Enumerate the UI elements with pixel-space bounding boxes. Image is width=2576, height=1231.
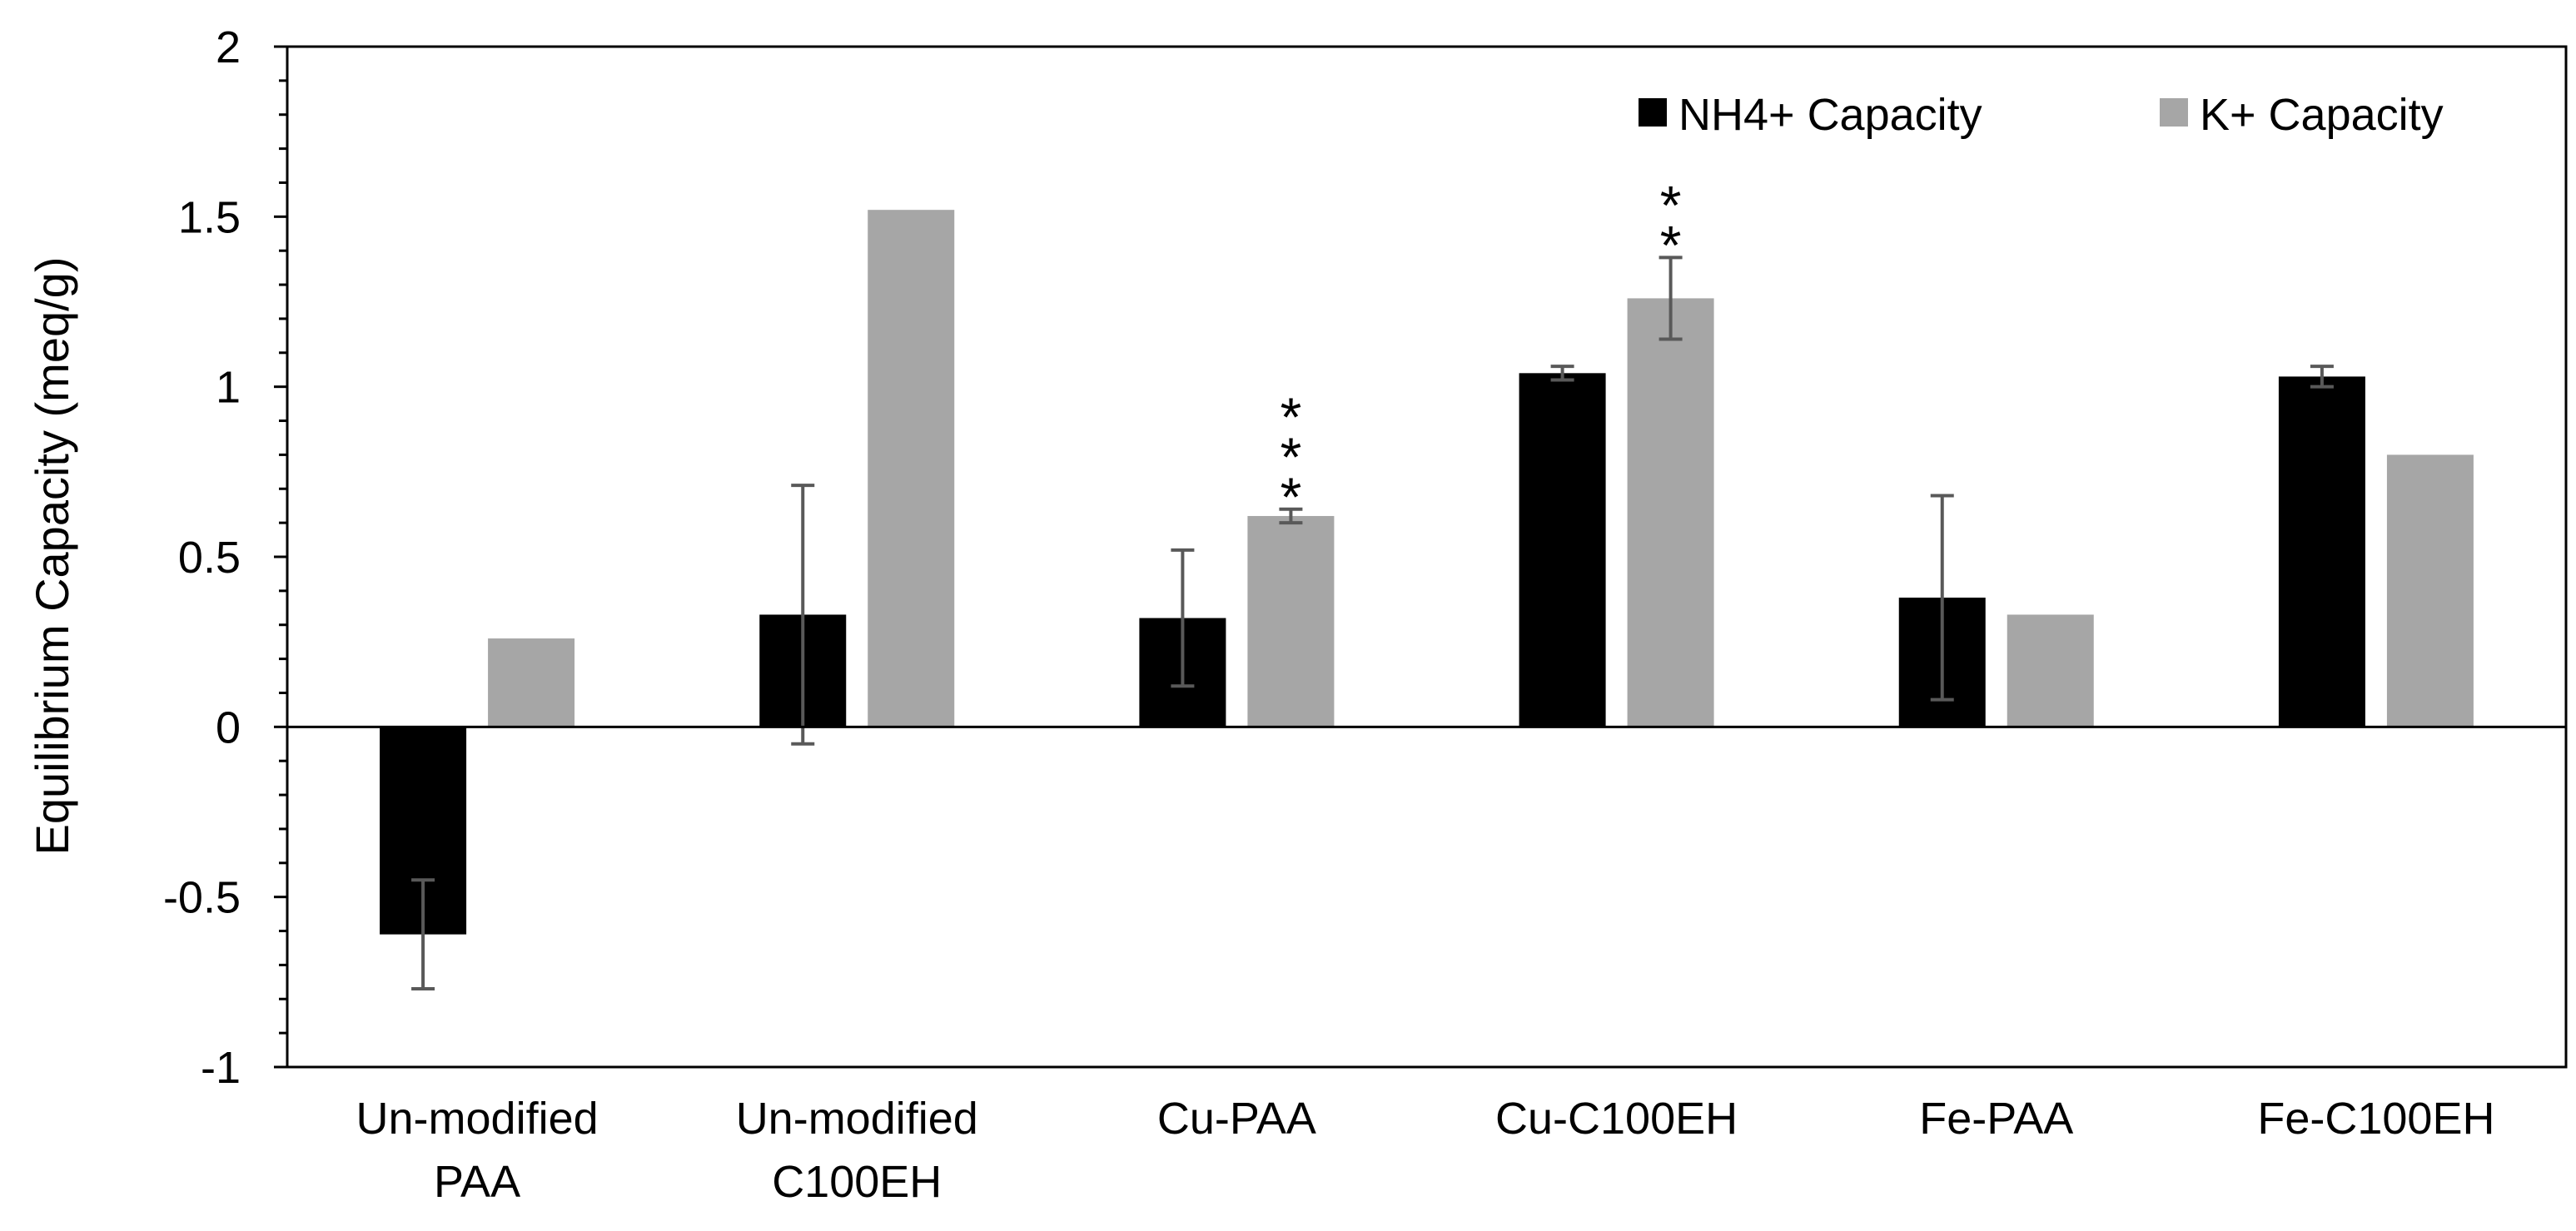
significance-asterisk: * [1281, 466, 1302, 528]
bar-k-4 [2007, 614, 2094, 727]
category-label: Cu-C100EH [1495, 1094, 1738, 1144]
annotations: ***** [1281, 174, 1682, 527]
category-label: Cu-PAA [1157, 1094, 1316, 1144]
y-tick-label: -1 [201, 1043, 241, 1093]
y-tick-label: 0 [216, 702, 241, 752]
bar-k-5 [2386, 454, 2474, 727]
error-bars [411, 256, 2334, 991]
bar-k-3 [1627, 298, 1714, 727]
y-tick-label: -0.5 [163, 873, 241, 923]
y-axis-title: Equilibrium Capacity (meq/g) [26, 257, 78, 856]
legend-label: NH4+ Capacity [1678, 90, 1982, 140]
bars [380, 210, 2474, 935]
legend-swatch [2160, 98, 2188, 127]
y-tick-label: 1 [216, 363, 241, 413]
category-label: Un-modified [736, 1094, 978, 1144]
category-label: PAA [434, 1157, 520, 1207]
category-label: C100EH [772, 1157, 942, 1207]
y-axis-ticks: -1 -0.5 0 0.5 1 1.5 2 [163, 22, 287, 1093]
significance-asterisk: * [1660, 174, 1682, 236]
axes [286, 45, 2568, 1069]
legend: NH4+ Capacity K+ Capacity [1639, 90, 2444, 140]
y-tick-label: 2 [216, 22, 241, 72]
significance-asterisk: * [1281, 386, 1302, 448]
category-label: Fe-PAA [1919, 1094, 2073, 1144]
bar-nh4-5 [2278, 376, 2365, 727]
bar-k-2 [1247, 515, 1335, 727]
category-labels: Un-modified PAA Un-modified C100EH Cu-PAA Cu-… [356, 1094, 2495, 1207]
plot-border [286, 45, 2568, 1069]
y-tick-label: 0.5 [178, 533, 241, 583]
significance-asterisk: * [1281, 426, 1302, 488]
legend-swatch [1639, 98, 1667, 127]
category-label: Fe-C100EH [2257, 1094, 2494, 1144]
y-tick-label: 1.5 [178, 192, 241, 242]
bar-k-0 [488, 638, 575, 727]
bar-k-1 [868, 210, 955, 727]
significance-asterisk: * [1660, 214, 1682, 275]
bar-nh4-3 [1519, 373, 1606, 727]
legend-label: K+ Capacity [2200, 90, 2444, 140]
category-label: Un-modified [356, 1094, 599, 1144]
